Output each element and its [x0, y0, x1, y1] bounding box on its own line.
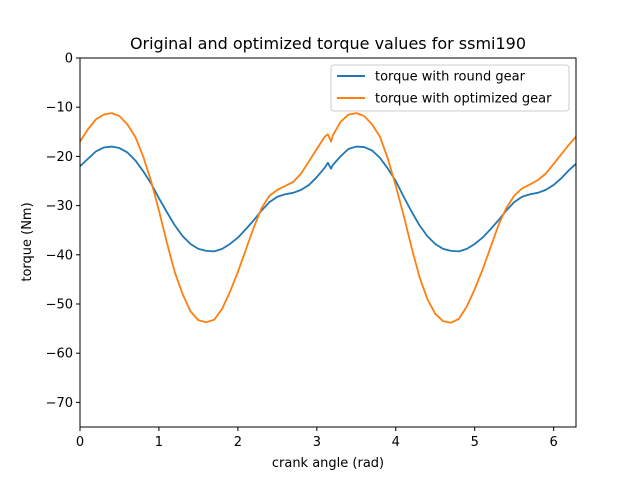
plot-area: [79, 112, 577, 324]
y-tick-label: −50: [46, 298, 73, 313]
y-axis-ticks: 0 −10 −20 −30 −40 −50 −60 −70: [46, 52, 80, 411]
axes-frame: [79, 57, 577, 428]
y-tick-label: −40: [46, 248, 73, 263]
y-tick-label: −10: [46, 101, 73, 116]
legend: torque with round gear torque with optim…: [330, 64, 570, 112]
series-line-0: [79, 145, 577, 253]
x-tick-label: 5: [471, 435, 479, 450]
chart-title: Original and optimized torque values for…: [130, 34, 526, 53]
legend-box: [330, 64, 570, 112]
y-tick-label: −30: [46, 199, 73, 214]
x-tick-label: 0: [76, 435, 84, 450]
x-tick-label: 2: [234, 435, 242, 450]
y-tick-label: 0: [65, 52, 73, 67]
legend-label-optimized-gear: torque with optimized gear: [375, 92, 552, 107]
y-tick-label: −60: [46, 347, 73, 362]
y-tick-label: −20: [46, 150, 73, 165]
x-tick-label: 3: [313, 435, 321, 450]
x-axis-ticks: 0 1 2 3 4 5 6: [76, 427, 558, 450]
x-axis-label: crank angle (rad): [272, 456, 384, 471]
y-axis-label: torque (Nm): [20, 202, 35, 281]
x-tick-label: 1: [155, 435, 163, 450]
y-tick-label: −70: [46, 396, 73, 411]
legend-label-round-gear: torque with round gear: [375, 70, 526, 85]
x-tick-label: 6: [550, 435, 558, 450]
series-line-1: [79, 112, 577, 324]
x-tick-label: 4: [392, 435, 400, 450]
